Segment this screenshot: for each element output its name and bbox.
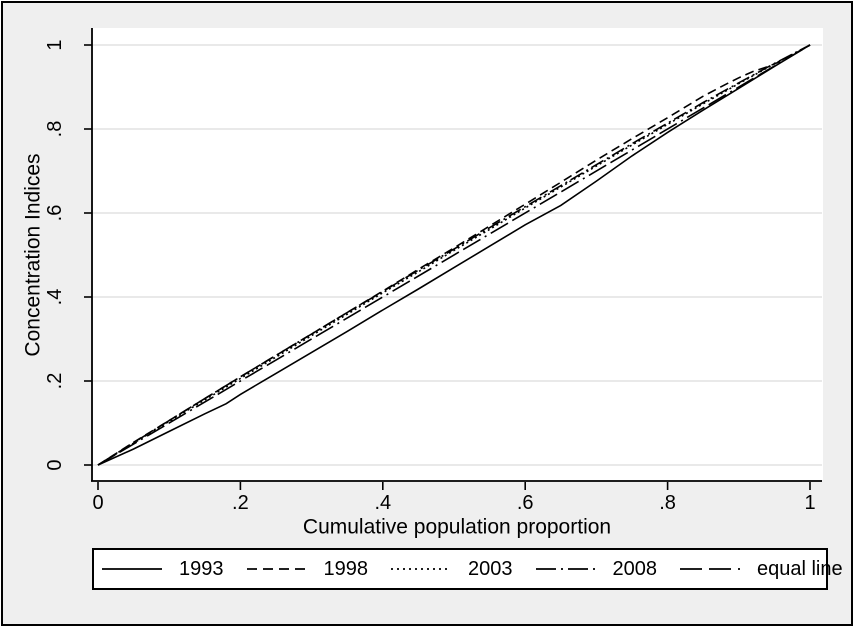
legend-line-sample-solid	[102, 568, 162, 570]
y-tick-label-.4: .4	[44, 288, 66, 306]
y-axis-title: Concentration Indices	[21, 153, 45, 357]
legend-line-sample-dash-dot	[535, 568, 596, 570]
x-tick-label-.8: .8	[659, 492, 676, 514]
y-tick-label-0: 0	[44, 459, 66, 471]
plot-region	[93, 28, 823, 480]
x-tick-label-.4: .4	[374, 492, 392, 514]
legend-item-1998: 1998	[246, 558, 369, 580]
legend-label-1993: 1993	[179, 558, 224, 580]
y-tick-label-.8: .8	[44, 120, 66, 138]
y-tick-label-1: 1	[44, 39, 66, 51]
legend-line-sample-dashed	[246, 568, 307, 570]
legend-item-equal-line: equal line	[680, 559, 843, 579]
legend-item-1993: 1993	[102, 559, 224, 579]
legend-label-2008: 2008	[612, 558, 658, 580]
x-tick-label-.6: .6	[516, 492, 534, 514]
legend-line-sample-long-dash-dot	[680, 568, 740, 570]
legend-label-2003: 2003	[468, 558, 513, 580]
legend-label-1998: 1998	[323, 558, 369, 580]
legend-item-2008: 2008	[535, 558, 658, 580]
x-axis-title: Cumulative population proportion	[302, 515, 612, 539]
x-tick-label-.2: .2	[232, 492, 249, 514]
legend-line-sample-dotted	[391, 568, 451, 570]
series-line-equal-line	[97, 44, 811, 466]
y-tick-label-.2: .2	[44, 372, 66, 390]
series-line-2003	[97, 44, 811, 466]
y-tick-label-.6: .6	[44, 204, 66, 222]
legend-item-2003: 2003	[391, 559, 513, 579]
series-line-1998	[97, 44, 811, 466]
x-tick-label-1: 1	[804, 492, 816, 514]
legend-label-equal-line: equal line	[757, 558, 843, 580]
series-line-2008	[97, 44, 811, 466]
x-tick-label-0: 0	[92, 492, 104, 514]
legend: 1993 1998 2003 2008 equal line	[92, 548, 843, 590]
series-line-1993	[97, 44, 811, 466]
